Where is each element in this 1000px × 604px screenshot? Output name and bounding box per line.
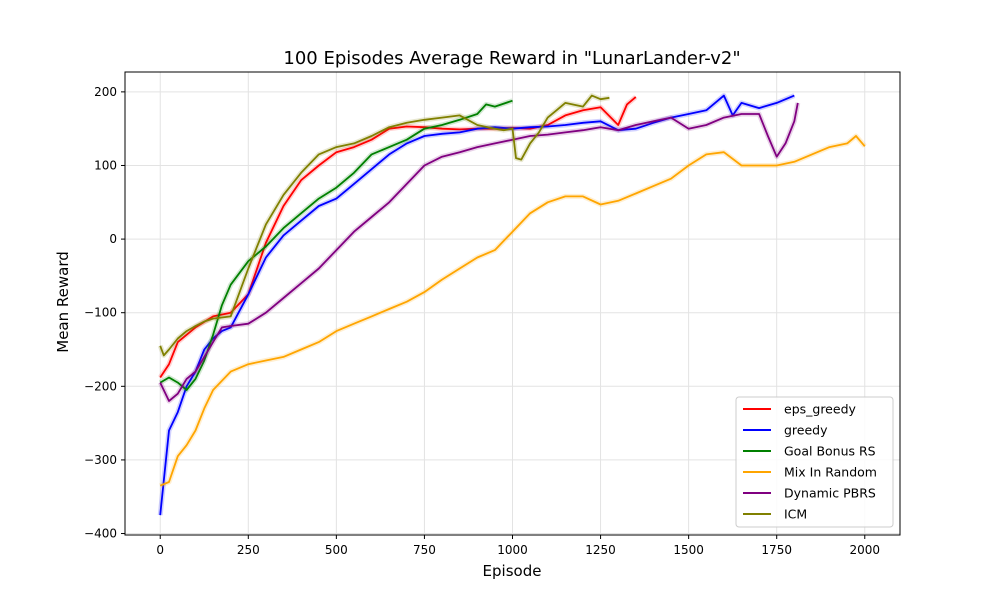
x-tick-label: 750 — [413, 543, 436, 557]
legend-label-4: Dynamic PBRS — [784, 486, 876, 501]
series-line-3 — [159, 135, 866, 487]
series-line-4 — [159, 102, 799, 402]
y-tick-label: 200 — [94, 85, 117, 99]
series-line-5 — [159, 94, 610, 357]
legend-label-3: Mix In Random — [784, 465, 877, 480]
legend-label-0: eps_greedy — [784, 402, 857, 417]
y-axis-label: Mean Reward — [54, 251, 72, 353]
y-tick-label: −300 — [84, 453, 117, 467]
x-tick-label: 500 — [325, 543, 348, 557]
x-tick-label: 1000 — [497, 543, 528, 557]
x-tick-label: 1750 — [761, 543, 792, 557]
chart-title: 100 Episodes Average Reward in "LunarLan… — [283, 48, 740, 69]
x-tick-label: 1500 — [673, 543, 704, 557]
y-tick-label: −400 — [84, 527, 117, 541]
series-line-0 — [159, 96, 637, 378]
legend-label-2: Goal Bonus RS — [784, 444, 876, 459]
y-tick-label: 0 — [109, 232, 117, 246]
x-tick-label: 1250 — [585, 543, 616, 557]
x-tick-label: 2000 — [849, 543, 880, 557]
x-tick-label: 0 — [156, 543, 164, 557]
legend-box — [735, 396, 894, 528]
y-tick-label: 100 — [94, 158, 117, 172]
y-tick-label: −200 — [84, 379, 117, 393]
legend-label-5: ICM — [784, 507, 807, 522]
series-line-2 — [159, 99, 513, 391]
y-tick-label: −100 — [84, 306, 117, 320]
x-axis-label: Episode — [483, 562, 542, 580]
legend-label-1: greedy — [784, 423, 828, 438]
x-tick-label: 250 — [237, 543, 260, 557]
series-line-1 — [159, 94, 795, 516]
